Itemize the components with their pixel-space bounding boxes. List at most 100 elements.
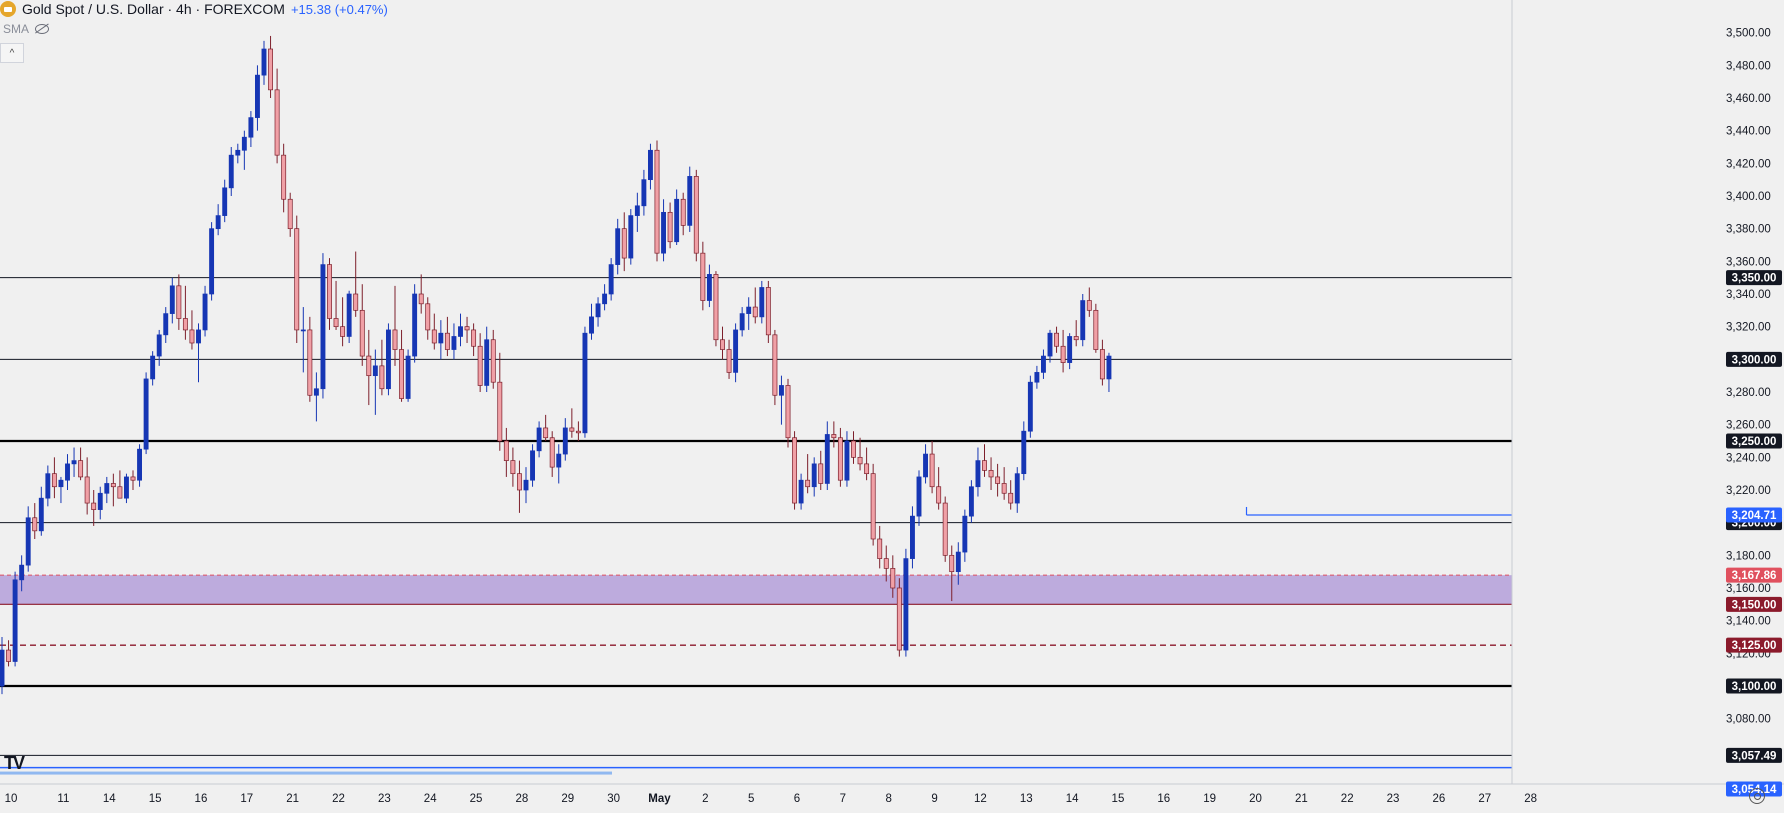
candle-down	[543, 414, 549, 441]
candle-body	[765, 287, 771, 336]
candle-body	[1001, 483, 1007, 494]
candle-body	[896, 587, 902, 651]
y-tick-label: 3,140.00	[1726, 616, 1771, 628]
level-price-tag: 3,125.00	[1732, 640, 1777, 652]
candle-body	[949, 554, 955, 573]
candle-body	[110, 483, 116, 488]
candle-up	[1047, 329, 1053, 363]
candle-body	[641, 179, 647, 207]
x-tick-label: 27	[1478, 793, 1491, 805]
candle-down	[189, 310, 195, 350]
candle-body	[759, 287, 765, 318]
gold-coin-icon[interactable]	[0, 1, 16, 17]
tradingview-logo[interactable]: TV	[4, 753, 25, 773]
symbol-title[interactable]: Gold Spot / U.S. Dollar · 4h · FOREXCOM	[22, 1, 285, 17]
candle-up	[97, 486, 103, 520]
x-tick-label: 6	[794, 793, 800, 805]
candle-body	[706, 274, 712, 301]
candle-up	[405, 349, 411, 402]
candle-body	[523, 479, 529, 491]
candle-down	[988, 457, 994, 490]
candle-down	[877, 525, 883, 569]
candle-down	[654, 140, 660, 262]
candle-up	[156, 329, 162, 366]
candle-body	[222, 187, 228, 216]
y-tick-label: 3,340.00	[1726, 289, 1771, 301]
candle-up	[968, 480, 974, 523]
candle-body	[137, 448, 142, 481]
candle-up	[346, 290, 352, 343]
candle-down	[569, 408, 575, 438]
candle-body	[792, 437, 798, 504]
candle-body	[340, 326, 346, 337]
y-tick-label: 3,420.00	[1726, 158, 1771, 170]
candle-down	[837, 427, 843, 487]
candle-body	[6, 649, 11, 662]
candle-down	[281, 143, 287, 213]
candle-up	[1034, 365, 1040, 389]
candle-body	[399, 349, 405, 399]
candle-body	[1027, 381, 1033, 432]
candle-down	[864, 447, 870, 481]
candle-body	[962, 515, 968, 553]
eye-crossed-icon[interactable]	[35, 24, 50, 34]
candle-body	[255, 74, 260, 118]
candle-body	[837, 437, 843, 481]
candle-down	[399, 329, 405, 402]
candle-down	[857, 437, 863, 471]
candle-up	[647, 143, 653, 190]
candle-body	[654, 149, 660, 254]
y-tick-label: 3,480.00	[1726, 60, 1771, 72]
gear-icon[interactable]	[1749, 788, 1765, 804]
candle-up	[1014, 467, 1020, 513]
candle-body	[543, 427, 549, 439]
collapse-legend-button[interactable]: ^	[0, 43, 24, 63]
y-tick-label: 3,500.00	[1726, 28, 1771, 40]
candle-body	[634, 205, 640, 216]
x-tick-label: 5	[748, 793, 754, 805]
x-tick-label: May	[648, 793, 671, 805]
y-tick-label: 3,080.00	[1726, 714, 1771, 726]
x-tick-label: 19	[1203, 793, 1216, 805]
candle-body	[857, 456, 863, 465]
candle-down	[490, 329, 496, 389]
candle-down	[464, 316, 470, 343]
candle-down	[425, 297, 431, 340]
candle-body	[536, 427, 542, 452]
candle-down	[176, 274, 182, 330]
candle-body	[458, 326, 463, 337]
candle-down	[471, 323, 477, 357]
candle-up	[143, 372, 149, 455]
indicator-legend[interactable]: SMA	[3, 22, 50, 36]
level-price-tag: 3,300.00	[1732, 354, 1777, 366]
candle-down	[929, 441, 935, 494]
candle-body	[582, 332, 588, 434]
y-tick-label: 3,260.00	[1726, 420, 1771, 432]
indicator-label[interactable]: SMA	[3, 22, 30, 36]
zone-top-price-tag: 3,167.86	[1732, 570, 1777, 582]
candle-up	[903, 548, 909, 657]
x-tick-label: 30	[607, 793, 620, 805]
candle-down	[785, 378, 791, 448]
candle-up	[530, 444, 536, 487]
candle-up	[615, 218, 621, 275]
candle-body	[228, 154, 234, 189]
candle-up	[458, 313, 463, 347]
candle-body	[667, 211, 673, 243]
candle-body	[923, 453, 929, 478]
candle-down	[497, 352, 503, 451]
lower-band-highlight	[0, 771, 612, 775]
x-tick-label: 28	[1524, 793, 1537, 805]
candle-down	[870, 463, 876, 546]
candle-body	[1047, 332, 1053, 357]
x-tick-label: 13	[1020, 793, 1033, 805]
candle-body	[942, 502, 948, 556]
x-tick-label: 24	[424, 793, 437, 805]
candle-body	[471, 329, 477, 347]
candle-body	[366, 355, 372, 377]
candle-body	[425, 303, 431, 331]
candle-up	[824, 421, 830, 490]
candle-body	[1093, 309, 1099, 350]
